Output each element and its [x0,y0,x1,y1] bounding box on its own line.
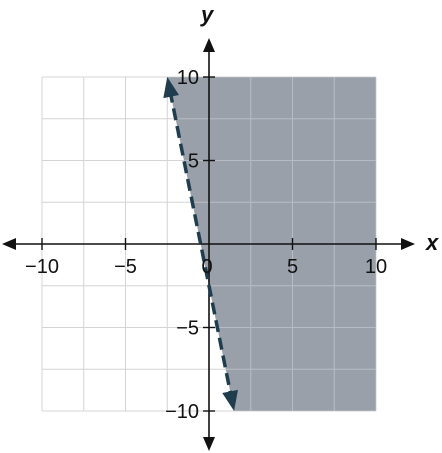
y-tick-label: 5 [188,151,199,173]
boundary-line [163,77,238,411]
y-tick-label: 10 [177,67,199,89]
boundary-dashed-line [168,90,234,398]
x-axis-left-arrow [2,238,16,250]
y-tick-label: −5 [176,318,199,340]
x-tick-label: 0 [201,256,212,278]
y-tick-label: −10 [165,401,199,423]
x-tick-label: 10 [365,256,387,278]
axes [2,38,415,451]
x-axis-title: x [425,230,439,255]
tick-labels: −10 −5 0 5 10 −10 −5 5 10 [25,67,387,423]
y-axis-bottom-arrow [203,437,215,451]
x-tick-label: 5 [287,256,298,278]
y-axis-top-arrow [203,38,215,52]
x-axis-right-arrow [401,238,415,250]
boundary-arrow-top [163,77,180,99]
x-tick-label: −5 [114,256,137,278]
x-tick-label: −10 [25,256,59,278]
boundary-arrow-bottom [222,389,238,411]
y-axis-title: y [200,2,215,27]
